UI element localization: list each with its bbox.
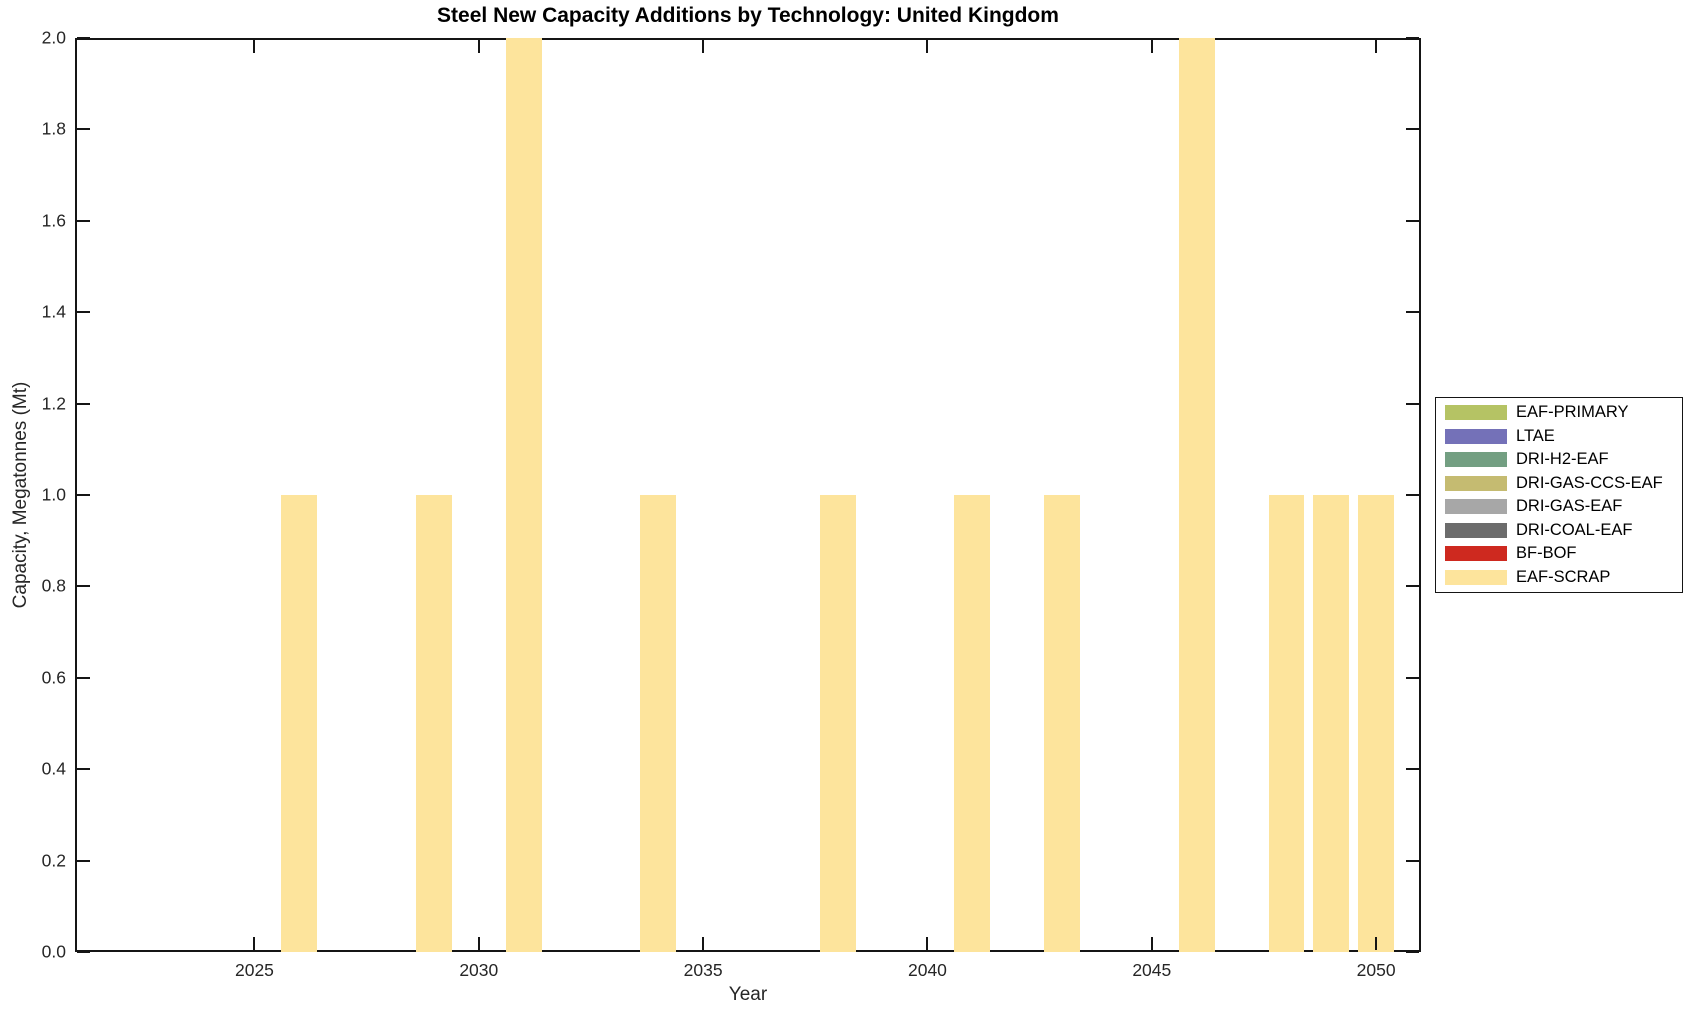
y-tick-label: 0.2 [41, 850, 66, 871]
x-tick-mark-top [477, 40, 480, 53]
legend-item-label: DRI-H2-EAF [1516, 450, 1609, 469]
legend-swatch [1445, 546, 1507, 562]
y-tick-mark-right [1406, 768, 1419, 771]
x-tick-mark [253, 937, 256, 950]
y-tick-mark-right [1406, 219, 1419, 222]
legend-swatch [1445, 499, 1507, 515]
bar [505, 38, 542, 952]
bar [954, 495, 991, 952]
y-tick-mark-right [1406, 494, 1419, 496]
bar [1358, 495, 1395, 952]
bar [640, 495, 677, 952]
legend-swatch [1445, 452, 1507, 468]
legend-item: DRI-GAS-CCS-EAF [1436, 471, 1682, 495]
y-tick-mark-right [1406, 951, 1419, 953]
x-tick-mark-top [1375, 40, 1378, 53]
y-tick-mark-right [1406, 402, 1419, 405]
legend-item-label: DRI-GAS-EAF [1516, 497, 1623, 516]
y-tick-mark [77, 585, 90, 588]
legend-swatch [1445, 475, 1507, 491]
x-axis-label: Year [728, 984, 768, 1005]
y-tick-mark-right [1406, 128, 1419, 131]
x-tick-mark [1150, 937, 1153, 950]
y-tick-label: 0.6 [41, 667, 66, 688]
x-tick-label: 2045 [1132, 960, 1172, 980]
legend-item-label: LTAE [1516, 426, 1555, 445]
y-tick-label: 0.4 [41, 758, 66, 779]
legend-item-label: EAF-SCRAP [1516, 568, 1611, 587]
legend-item-label: DRI-GAS-CCS-EAF [1516, 473, 1663, 492]
legend-swatch [1445, 522, 1507, 538]
x-tick-mark [926, 937, 929, 950]
legend-item: DRI-H2-EAF [1436, 448, 1682, 472]
x-tick-mark [702, 937, 705, 950]
legend-item: DRI-GAS-EAF [1436, 495, 1682, 519]
bar [1313, 495, 1350, 952]
y-tick-label: 1.4 [41, 301, 66, 322]
x-tick-label: 2035 [683, 960, 723, 980]
y-tick-label: 0.0 [41, 941, 66, 962]
bar [416, 495, 452, 952]
y-tick-label: 1.2 [41, 393, 66, 414]
x-tick-mark [477, 937, 480, 950]
y-tick-mark [77, 37, 90, 39]
y-tick-mark [77, 311, 90, 314]
bar [1268, 495, 1305, 952]
legend-item: EAF-PRIMARY [1436, 401, 1682, 425]
x-tick-mark-top [1150, 40, 1153, 53]
plot-area [75, 38, 1421, 952]
x-tick-mark-top [702, 40, 705, 53]
y-tick-label: 2.0 [41, 27, 66, 48]
y-axis-label: Capacity, Megatonnes (Mt) [10, 381, 31, 609]
legend-item-label: DRI-COAL-EAF [1516, 520, 1633, 539]
legend-item: LTAE [1436, 424, 1682, 448]
y-tick-label: 0.8 [41, 575, 66, 596]
x-tick-label: 2050 [1356, 960, 1396, 980]
y-tick-mark [77, 128, 90, 131]
legend-swatch [1445, 404, 1507, 420]
y-tick-mark [77, 219, 90, 222]
x-tick-mark [1375, 937, 1378, 950]
y-tick-mark [77, 951, 90, 953]
bar [281, 495, 318, 952]
y-tick-mark [77, 402, 90, 405]
legend-item: BF-BOF [1436, 542, 1682, 566]
y-tick-mark-right [1406, 859, 1419, 862]
y-tick-label: 1.6 [41, 210, 66, 231]
y-tick-mark [77, 494, 90, 496]
y-tick-mark-right [1406, 585, 1419, 588]
legend-swatch [1445, 428, 1507, 444]
x-tick-label: 2040 [907, 960, 947, 980]
y-tick-mark [77, 676, 90, 679]
y-tick-label: 1.8 [41, 118, 66, 139]
x-tick-label: 2030 [459, 960, 499, 980]
x-tick-mark-top [926, 40, 929, 53]
y-tick-mark-right [1406, 676, 1419, 679]
x-tick-label: 2025 [234, 960, 274, 980]
bar [1044, 495, 1080, 952]
y-tick-label: 1.0 [41, 484, 66, 505]
legend-item-label: EAF-PRIMARY [1516, 402, 1629, 421]
bar [819, 495, 856, 952]
y-tick-mark-right [1406, 37, 1419, 39]
bar [1178, 38, 1215, 952]
legend: EAF-PRIMARY LTAE DRI-H2-EAF DRI-GAS-CCS-EAF… [1435, 397, 1683, 593]
chart-title: Steel New Capacity Additions by Technolo… [437, 4, 1059, 27]
legend-item: EAF-SCRAP [1436, 566, 1682, 590]
y-tick-mark [77, 859, 90, 862]
y-tick-mark [77, 768, 90, 771]
legend-item-label: BF-BOF [1516, 544, 1577, 563]
legend-swatch [1445, 570, 1507, 586]
x-tick-mark-top [253, 40, 256, 53]
legend-item: DRI-COAL-EAF [1436, 519, 1682, 543]
y-tick-mark-right [1406, 311, 1419, 314]
